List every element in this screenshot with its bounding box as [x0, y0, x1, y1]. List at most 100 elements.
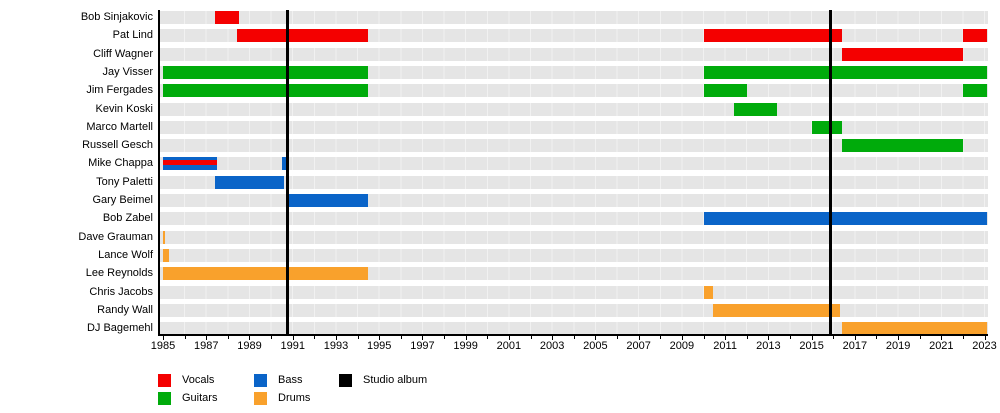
- axis-tick: [184, 336, 186, 339]
- row-band: [160, 175, 988, 189]
- member-name: Pat Lind: [112, 29, 153, 42]
- axis-tick: [271, 336, 273, 339]
- member-name: Bob Zabel: [102, 212, 153, 225]
- axis-tick-label: 2007: [626, 340, 651, 352]
- vocals-stripe: [163, 160, 218, 166]
- axis-tick: [638, 336, 640, 340]
- axis-tick: [703, 336, 705, 339]
- axis-tick: [984, 336, 986, 340]
- legend-label: Vocals: [182, 374, 215, 386]
- row-band: [160, 11, 988, 24]
- axis-tick: [487, 336, 489, 339]
- axis-tick-label: 2021: [929, 340, 954, 352]
- guitars-bar: [163, 84, 369, 98]
- row-band: [160, 303, 988, 317]
- studio-album-line: [828, 10, 832, 335]
- axis-tick: [508, 336, 510, 340]
- member-name: Randy Wall: [97, 303, 153, 316]
- guitars-bar: [962, 84, 987, 98]
- vocals-bar: [841, 47, 963, 61]
- axis-tick-label: 2003: [539, 340, 565, 352]
- bass-bar: [281, 157, 287, 171]
- axis-tick: [552, 336, 554, 340]
- member-name: Jim Fergades: [86, 84, 153, 97]
- axis-tick: [941, 336, 943, 340]
- member-name: Cliff Wagner: [93, 47, 153, 60]
- member-name: Chris Jacobs: [89, 285, 153, 298]
- guitars-bar: [811, 120, 842, 134]
- axis-tick: [422, 336, 424, 340]
- row-band: [160, 102, 988, 116]
- axis-tick: [163, 336, 164, 340]
- legend-item-drums: Drums: [254, 392, 310, 405]
- drums-bar: [703, 285, 714, 299]
- axis-tick: [681, 336, 683, 340]
- row-band: [160, 322, 988, 336]
- axis-tick-label: 2013: [756, 340, 781, 352]
- row-band: [160, 248, 988, 262]
- axis-tick-label: 2017: [842, 340, 868, 352]
- member-name: Dave Grauman: [78, 230, 153, 243]
- guitars-swatch-icon: [158, 392, 171, 405]
- axis-tick-label: 1993: [323, 340, 349, 352]
- axis-tick-label: 2019: [885, 340, 911, 352]
- row-band: [160, 120, 988, 134]
- axis-tick: [292, 336, 294, 340]
- bass-bar: [703, 212, 987, 226]
- axis-tick: [379, 336, 381, 340]
- vocals-bar: [962, 29, 987, 43]
- vocals-bar: [236, 29, 369, 43]
- axis-tick: [811, 336, 813, 340]
- axis-tick: [573, 336, 575, 339]
- axis-tick-label: 1991: [280, 340, 305, 352]
- axis-tick: [465, 336, 467, 340]
- bass-swatch-icon: [254, 374, 267, 387]
- row-band: [160, 285, 988, 299]
- guitars-bar: [733, 102, 777, 116]
- member-name: Lee Reynolds: [85, 267, 153, 280]
- axis-tick: [206, 336, 208, 340]
- row-band: [160, 230, 988, 244]
- legend-label: Bass: [278, 374, 303, 386]
- legend-item-bass: Bass: [254, 374, 302, 387]
- axis-tick: [314, 336, 316, 339]
- axis-tick: [595, 336, 597, 340]
- bass-bar: [214, 175, 285, 189]
- studio-album-line: [286, 10, 290, 335]
- axis-tick-label: 1997: [410, 340, 435, 352]
- axis-tick: [400, 336, 402, 339]
- vocals-swatch-icon: [158, 374, 171, 387]
- axis-tick: [227, 336, 229, 339]
- member-name: Tony Paletti: [96, 175, 153, 188]
- axis-tick: [530, 336, 532, 339]
- member-name: Jay Visser: [102, 65, 153, 78]
- drums-bar: [713, 303, 840, 317]
- row-band: [160, 157, 988, 171]
- member-name: Kevin Koski: [95, 102, 153, 115]
- legend-item-studio-album: Studio album: [339, 374, 427, 387]
- axis-tick: [876, 336, 878, 339]
- guitars-bar: [163, 65, 369, 79]
- x-axis-line: [158, 334, 988, 336]
- vocals-bar: [214, 11, 239, 24]
- member-name-list: Bob Sinjakovic Pat Lind Cliff Wagner Jay Vi…: [0, 0, 153, 340]
- axis-tick-label: 2001: [496, 340, 522, 352]
- bass-bar: [286, 194, 369, 207]
- member-name: Lance Wolf: [98, 248, 153, 261]
- row-band: [160, 139, 988, 153]
- member-name: Gary Beimel: [92, 194, 153, 206]
- legend-item-guitars: Guitars: [158, 392, 217, 405]
- member-name: Mike Chappa: [88, 157, 153, 170]
- axis-tick: [919, 336, 921, 339]
- axis-tick: [746, 336, 748, 339]
- legend-label: Guitars: [182, 392, 218, 404]
- axis-tick-label: 1989: [237, 340, 262, 352]
- axis-tick-label: 2015: [799, 340, 824, 352]
- axis-tick-label: 1995: [366, 340, 392, 352]
- drums-bar: [163, 267, 369, 281]
- axis-tick: [335, 336, 337, 340]
- member-name: DJ Bagemehl: [86, 322, 153, 335]
- axis-tick: [789, 336, 791, 339]
- axis-tick: [962, 336, 964, 339]
